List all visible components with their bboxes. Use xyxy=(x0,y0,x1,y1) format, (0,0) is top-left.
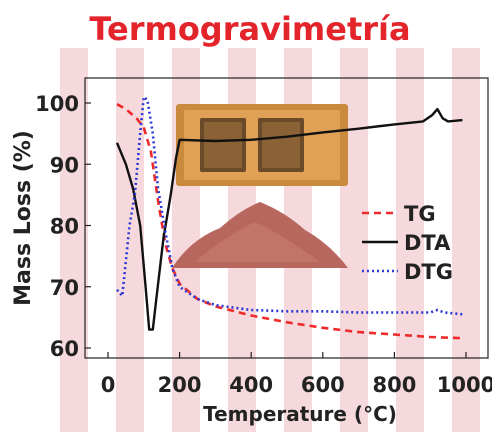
x-tick-label: 800 xyxy=(372,373,416,397)
legend-label-tg: TG xyxy=(404,202,436,226)
y-axis: 60 70 80 90 100 xyxy=(35,92,91,361)
legend-label-dta: DTA xyxy=(404,231,451,255)
stripe xyxy=(396,48,424,432)
plot-frame xyxy=(84,77,489,359)
legend: TG DTA DTG xyxy=(362,202,453,284)
y-tick-label: 70 xyxy=(50,276,79,300)
stripe xyxy=(452,48,480,432)
y-tick-label: 100 xyxy=(35,92,79,116)
y-axis-label: Mass Loss (%) xyxy=(11,130,36,306)
legend-label-dtg: DTG xyxy=(404,260,453,284)
x-axis: 0 200 400 600 800 1000 xyxy=(101,352,492,397)
y-tick-label: 80 xyxy=(50,215,79,239)
series-lines xyxy=(115,95,463,340)
x-tick-label: 400 xyxy=(229,373,273,397)
x-tick-label: 600 xyxy=(301,373,345,397)
y-tick-label: 90 xyxy=(50,153,79,177)
chart-title: Termogravimetría xyxy=(89,10,410,48)
x-tick-label: 1000 xyxy=(437,373,492,397)
series-tg-line xyxy=(116,103,463,340)
y-tick-label: 60 xyxy=(50,337,79,361)
series-dta-line xyxy=(115,107,463,331)
stripe xyxy=(60,48,88,432)
x-axis-label: Temperature (°C) xyxy=(203,402,397,426)
series-dtg-line xyxy=(116,95,463,316)
x-tick-label: 200 xyxy=(158,373,202,397)
brick-image xyxy=(176,104,348,186)
powder-image xyxy=(172,202,348,268)
x-tick-label: 0 xyxy=(101,373,116,397)
